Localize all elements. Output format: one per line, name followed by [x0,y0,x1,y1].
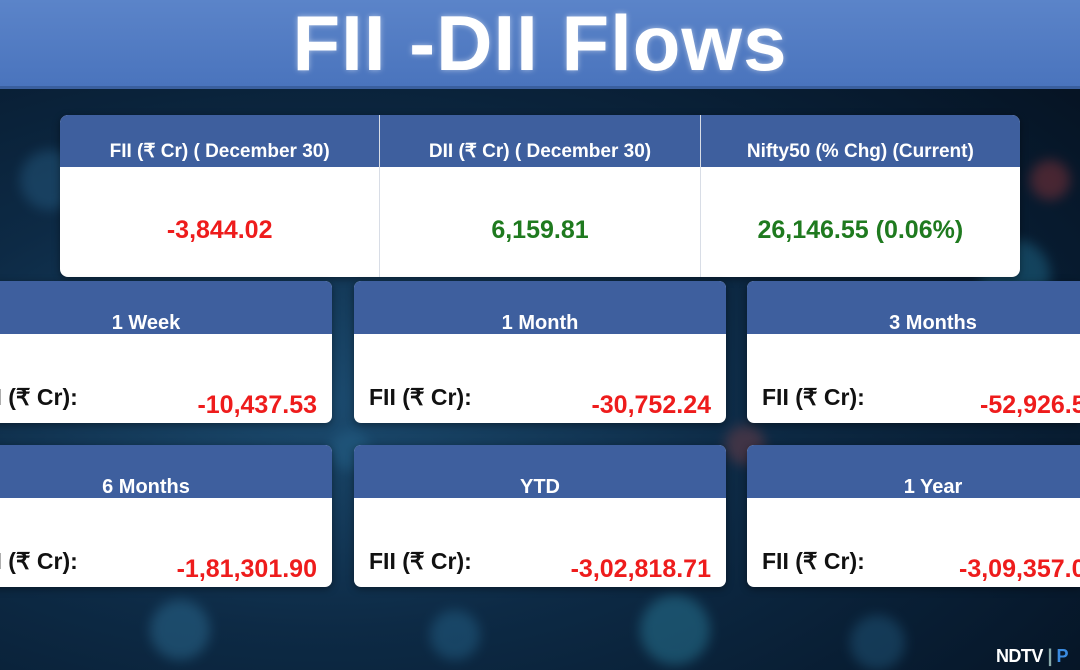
card-body: FII (₹ Cr): -52,926.5 [747,334,1080,423]
period-card-6-months: 6 Months FII (₹ Cr): -1,81,301.90 [0,445,332,587]
summary-header: DII (₹ Cr) ( December 30) [380,115,700,167]
card-title: 3 Months [889,312,977,334]
card-header: 1 Week [0,281,332,334]
background-bokeh [850,615,905,670]
card-fii-value: -3,09,357.0 [959,555,1080,583]
logo-main: NDTV [995,646,1044,666]
card-fii-label: FII (₹ Cr): [0,548,78,574]
background-bokeh [150,600,210,660]
period-card-3-months: 3 Months FII (₹ Cr): -52,926.5 [747,281,1080,423]
summary-dii-label: DII (₹ Cr) ( December 30) [428,141,652,162]
summary-nifty-label: Nifty50 (% Chg) (Current) [746,141,974,162]
background-bokeh [640,595,710,665]
card-fii-value: -30,752.24 [591,391,711,419]
summary-dii-value: 6,159.81 [491,215,589,244]
card-header: 6 Months [0,445,332,498]
card-fii-value: -10,437.53 [197,391,317,419]
period-card-1-month: 1 Month FII (₹ Cr): -30,752.24 [354,281,726,423]
page-title: FII -DII Flows [292,0,788,87]
summary-nifty-value: 26,146.55 (0.06%) [757,215,964,244]
summary-nifty: Nifty50 (% Chg) (Current) 26,146.55 (0.0… [700,115,1020,277]
summary-fii: FII (₹ Cr) ( December 30) -3,844.02 [60,115,381,277]
card-header: 1 Year [747,445,1080,498]
card-fii-value: -52,926.5 [980,391,1080,419]
title-bar: FII -DII Flows [0,0,1080,89]
period-card-1-week: 1 Week FII (₹ Cr): -10,437.53 [0,281,332,423]
card-body: FII (₹ Cr): -3,09,357.0 [747,498,1080,587]
card-title: 1 Month [501,312,579,334]
card-fii-label: FII (₹ Cr): [369,548,472,574]
summary-header: FII (₹ Cr) ( December 30) [60,115,380,167]
card-header: 3 Months [747,281,1080,334]
period-card-1-year: 1 Year FII (₹ Cr): -3,09,357.0 [747,445,1080,587]
card-fii-label: FII (₹ Cr): [369,384,472,410]
card-body: FII (₹ Cr): -3,02,818.71 [354,498,726,587]
card-fii-value: -3,02,818.71 [570,555,711,583]
card-header: 1 Month [354,281,726,334]
card-fii-label: FII (₹ Cr): [0,384,78,410]
background-bokeh [1030,160,1070,200]
summary-header: Nifty50 (% Chg) (Current) [700,115,1020,167]
summary-fii-value: -3,844.02 [166,215,273,244]
card-body: FII (₹ Cr): -10,437.53 [0,334,332,423]
card-fii-label: FII (₹ Cr): [762,548,865,574]
logo-accent: P [1056,646,1068,666]
card-header: YTD [354,445,726,498]
card-fii-label: FII (₹ Cr): [762,384,865,410]
summary-dii: DII (₹ Cr) ( December 30) 6,159.81 [380,115,701,277]
ndtv-logo: NDTV | P [995,646,1069,666]
summary-fii-label: FII (₹ Cr) ( December 30) [109,141,330,162]
summary-panel: FII (₹ Cr) ( December 30) -3,844.02 DII … [60,115,1020,277]
card-title: 1 Year [903,476,963,498]
card-fii-value: -1,81,301.90 [176,555,317,583]
card-title: YTD [520,476,560,498]
background-bokeh [430,610,480,660]
period-card-ytd: YTD FII (₹ Cr): -3,02,818.71 [354,445,726,587]
card-title: 6 Months [102,476,190,498]
card-body: FII (₹ Cr): -1,81,301.90 [0,498,332,587]
card-body: FII (₹ Cr): -30,752.24 [354,334,726,423]
card-title: 1 Week [111,312,181,334]
